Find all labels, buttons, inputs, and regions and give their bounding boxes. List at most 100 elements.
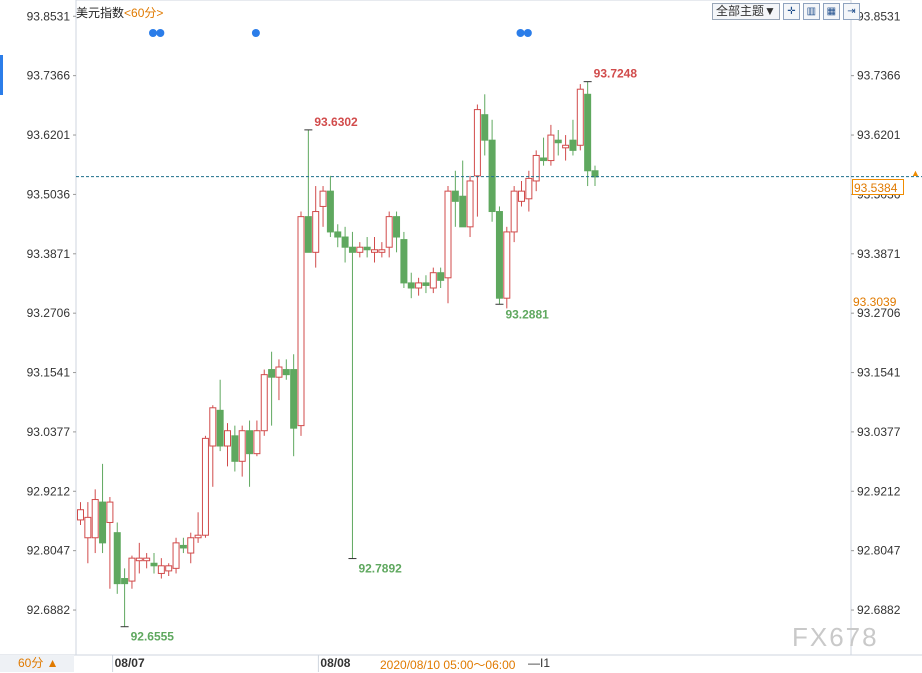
candle	[444, 186, 452, 304]
candle	[260, 369, 268, 436]
candle	[451, 170, 459, 227]
candle	[554, 129, 562, 156]
candle	[84, 502, 92, 564]
candle	[143, 553, 151, 569]
y-tick-label-right: 93.8531	[857, 9, 901, 23]
candle-body	[91, 499, 99, 539]
y-tick-label-right: 93.0377	[857, 425, 901, 439]
candle-body	[518, 190, 525, 202]
candle-body	[459, 195, 467, 228]
event-dot	[251, 29, 260, 37]
candle-body	[348, 246, 356, 253]
candle-body	[172, 542, 180, 569]
candle	[179, 537, 187, 554]
event-dot	[516, 29, 525, 37]
y-tick-label-right: 92.9212	[857, 484, 901, 498]
candle	[576, 84, 584, 151]
y-tick-label-right: 93.2706	[857, 306, 901, 320]
candle-body	[201, 437, 209, 536]
candle-body	[290, 369, 298, 429]
candle-body	[591, 170, 599, 178]
candle-body	[356, 246, 364, 253]
period-button[interactable]: 60分 ▲	[0, 655, 74, 672]
candle	[224, 423, 231, 467]
export-button[interactable]: ⇥	[842, 3, 860, 20]
candle-body	[540, 157, 548, 162]
candle	[400, 231, 408, 288]
candle	[326, 175, 334, 238]
theme-dropdown[interactable]: 全部主题▼	[712, 3, 780, 20]
candle-body	[407, 282, 415, 289]
candle-body	[326, 190, 334, 233]
candle	[135, 542, 143, 574]
candle-body	[437, 272, 445, 281]
high-annotation: 93.7248	[594, 67, 638, 81]
low-annotation: 92.7892	[358, 562, 402, 576]
candle-body	[150, 562, 158, 567]
candle-body	[576, 88, 584, 146]
candle	[518, 180, 525, 207]
candle-type-button[interactable]: ▥	[802, 3, 820, 20]
candle-body	[503, 231, 511, 299]
grid-layer	[0, 0, 922, 656]
candle	[216, 379, 224, 452]
axis-layer: 93.8531 93.8531 93.7366 93.7366 93.6201 93.62…	[27, 9, 901, 672]
candle	[157, 558, 165, 579]
candle	[253, 420, 261, 457]
candle-body	[473, 109, 481, 177]
candle	[532, 150, 540, 192]
candle	[503, 226, 511, 309]
candle-body	[429, 272, 437, 289]
candle	[459, 160, 467, 228]
candle-body	[187, 537, 195, 554]
candle-body	[84, 516, 92, 539]
y-tick-label-right: 93.6201	[857, 128, 901, 142]
candle	[194, 512, 202, 543]
indicator-button[interactable]: ▦	[822, 3, 840, 20]
candle-body	[415, 282, 423, 289]
period-selector[interactable]: <60分>	[124, 6, 164, 20]
candle-layer	[77, 81, 599, 627]
event-dot	[156, 29, 165, 37]
candle	[393, 211, 401, 253]
candle	[312, 186, 320, 268]
low-annotation: 93.2881	[505, 307, 549, 321]
candle-body	[179, 544, 187, 549]
y-tick-label-left: 93.7366	[27, 69, 71, 83]
overlay-layer: 93.6302 93.7248 92.6555 92.7892 93.2881	[76, 29, 922, 644]
candle	[584, 81, 592, 187]
candle	[99, 463, 107, 554]
y-tick-label-left: 92.8047	[27, 544, 71, 558]
crosshair-button[interactable]: ✛	[782, 3, 800, 20]
candle-body	[194, 534, 202, 539]
candle	[378, 242, 386, 258]
y-tick-label-right: 92.8047	[857, 544, 901, 558]
y-tick-label-left: 93.8531	[27, 9, 71, 23]
candle-body	[488, 139, 496, 213]
candle-body	[209, 407, 217, 447]
candle-body	[106, 501, 114, 523]
y-tick-label-left: 93.5036	[27, 187, 71, 201]
candle	[540, 137, 548, 166]
x-tick-label: 08/07	[115, 656, 145, 670]
chart-title-wrap: 美元指数<60分>	[76, 4, 163, 22]
y-tick-label-left: 92.9212	[27, 484, 71, 498]
candle	[341, 226, 349, 263]
candle	[128, 555, 136, 589]
candle-body	[165, 565, 173, 572]
candle	[209, 405, 217, 487]
candle-body	[304, 216, 312, 253]
candle-body	[341, 236, 349, 248]
high-annotation: 93.6302	[314, 115, 358, 129]
candle-body	[400, 239, 408, 284]
candle-body	[547, 134, 555, 162]
candle	[77, 502, 84, 526]
candle-body	[282, 369, 290, 376]
candle	[319, 186, 327, 227]
plot-frame	[75, 0, 852, 656]
candle	[172, 537, 180, 574]
candle-body	[216, 409, 224, 447]
candle	[473, 104, 481, 217]
candle-body	[113, 532, 121, 585]
